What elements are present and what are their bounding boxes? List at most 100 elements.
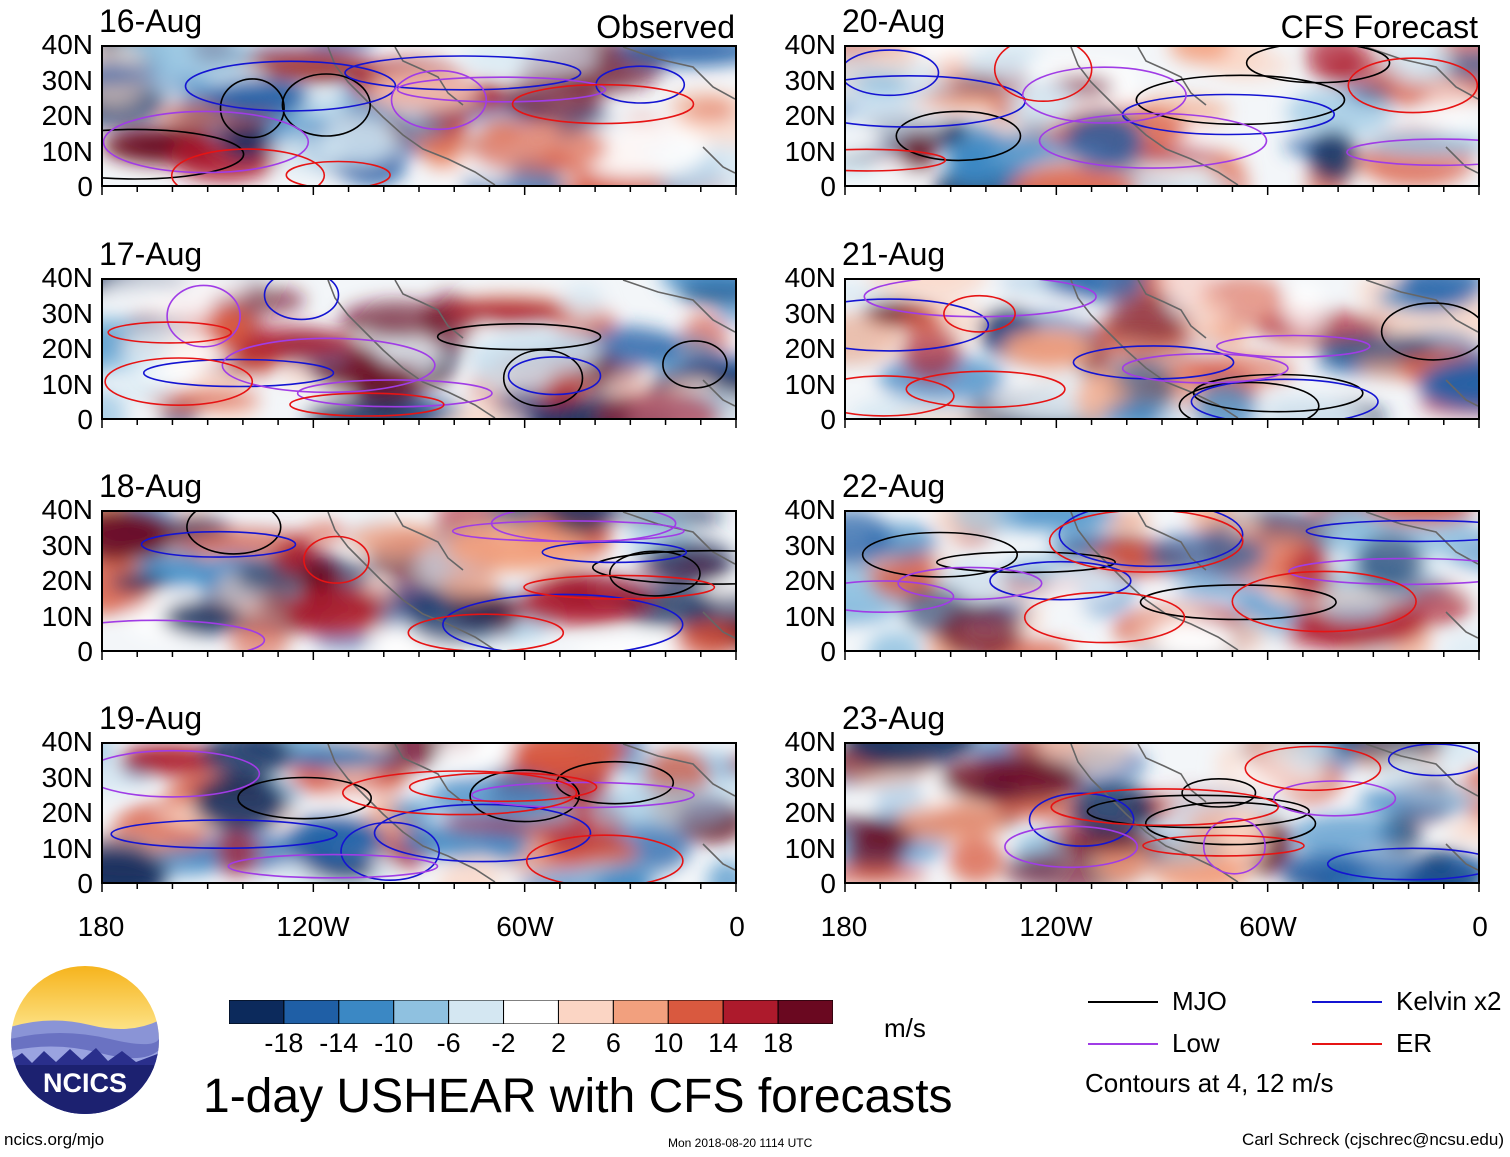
colorbar-swatch xyxy=(448,999,505,1025)
contour-low xyxy=(1038,112,1268,169)
axis-ticks xyxy=(101,884,737,892)
latitude-tick-label: 30N xyxy=(41,761,93,793)
colorbar-tick-label: 14 xyxy=(708,1028,739,1058)
contour-mjo xyxy=(1139,584,1337,621)
legend-line xyxy=(1312,1001,1382,1003)
contour-kelvin-x2 xyxy=(1028,792,1135,847)
shear-map-panel xyxy=(101,278,737,420)
colorbar-swatch xyxy=(667,999,724,1025)
shear-blob xyxy=(901,91,1028,110)
latitude-tick-label: 40N xyxy=(784,726,836,757)
colorbar-swatch xyxy=(503,999,559,1025)
shear-blob xyxy=(647,538,735,585)
shear-blob xyxy=(162,600,242,636)
shear-blob xyxy=(503,72,603,122)
shear-field xyxy=(846,47,1478,185)
shear-blob xyxy=(660,280,735,295)
contour-er xyxy=(523,574,716,600)
shear-blob xyxy=(103,390,126,418)
colorbar xyxy=(228,999,834,1025)
contour-mjo xyxy=(1178,381,1320,418)
colorbar-tick-label: -18 xyxy=(264,1028,304,1058)
coastline xyxy=(1070,512,1478,650)
contour-mjo xyxy=(502,349,584,408)
contour-low xyxy=(1004,825,1139,869)
contour-low xyxy=(1121,353,1289,384)
longitude-tick-label: 120W xyxy=(1019,911,1093,942)
contour-er xyxy=(905,370,1066,409)
contour-low xyxy=(863,280,1097,318)
contour-kelvin-x2 xyxy=(1190,378,1379,418)
contour-mjo xyxy=(662,340,728,389)
axis-ticks xyxy=(844,187,1480,195)
shear-blob xyxy=(472,328,600,375)
shear-blob xyxy=(1404,583,1472,626)
shear-blob xyxy=(1290,813,1403,856)
shear-blob xyxy=(1010,165,1136,185)
shear-blob xyxy=(1002,329,1093,368)
latitude-tick-label: 20N xyxy=(784,797,836,828)
contour-low xyxy=(451,520,685,543)
longitude-tick-label: 60W xyxy=(496,911,554,942)
shear-blob xyxy=(591,783,735,829)
latitude-tick-label: 40N xyxy=(784,262,836,293)
logo-text: NCICS xyxy=(43,1068,127,1098)
contour-low xyxy=(103,619,266,650)
shear-blob xyxy=(707,859,735,882)
shear-blob xyxy=(461,47,600,79)
shear-blob xyxy=(564,120,709,178)
ncics-logo-graphic: NCICS xyxy=(11,966,159,1114)
shear-blob xyxy=(1240,397,1362,418)
colorbar-swatch xyxy=(557,999,614,1025)
shear-blob xyxy=(1189,512,1232,535)
contour-low xyxy=(1288,557,1478,586)
shear-blob xyxy=(1442,631,1478,650)
shear-blob xyxy=(1068,782,1158,838)
latitude-tick-label: 10N xyxy=(41,600,93,632)
colorbar-swatch xyxy=(612,999,669,1025)
shear-blob xyxy=(1175,580,1269,603)
contour-low xyxy=(166,284,241,348)
colorbar-tick-label: 10 xyxy=(653,1028,684,1058)
contour-low xyxy=(897,566,1043,601)
shear-blob xyxy=(438,861,497,882)
longitude-tick-label: 120W xyxy=(276,911,350,942)
shear-blob xyxy=(616,47,735,67)
contour-mjo xyxy=(219,78,285,139)
shear-blob xyxy=(1284,281,1325,335)
colorbar-tick-label: 18 xyxy=(763,1028,794,1058)
shear-blob xyxy=(214,828,258,877)
contour-kelvin-x2 xyxy=(442,593,684,650)
legend-label: ER xyxy=(1396,1028,1433,1058)
footer-timestamp: Mon 2018-08-20 1114 UTC xyxy=(668,1136,813,1150)
contour-mjo xyxy=(1380,302,1478,361)
shear-blob xyxy=(726,757,735,772)
latitude-tick-label: 30N xyxy=(784,529,836,561)
shear-blob xyxy=(852,74,907,93)
longitude-tick-label: 0 xyxy=(729,911,745,942)
contour-kelvin-x2 xyxy=(140,530,297,558)
coastline xyxy=(327,280,735,418)
latitude-tick-label: 0 xyxy=(77,868,93,899)
contour-er xyxy=(408,772,598,803)
shear-blob xyxy=(436,299,573,326)
contour-er xyxy=(846,148,947,172)
contour-mjo xyxy=(861,531,1019,578)
footer-url[interactable]: ncics.org/mjo xyxy=(4,1130,105,1149)
colorbar-swatch xyxy=(393,999,450,1025)
shear-blob xyxy=(146,391,261,408)
contour-kelvin-x2 xyxy=(989,560,1132,601)
shear-field xyxy=(846,744,1478,882)
shear-blob xyxy=(215,327,355,363)
ncics-logo[interactable]: NCICS xyxy=(10,965,160,1115)
contour-low xyxy=(296,379,493,408)
shear-blob xyxy=(1209,50,1291,81)
shear-blob xyxy=(867,280,987,297)
shear-blob xyxy=(339,300,457,340)
shear-blob xyxy=(285,813,385,868)
shear-blob xyxy=(574,637,700,650)
shear-blob xyxy=(562,282,603,321)
colorbar-swatch xyxy=(283,999,340,1025)
axis-ticks xyxy=(844,420,1480,428)
shear-blob xyxy=(118,379,174,400)
